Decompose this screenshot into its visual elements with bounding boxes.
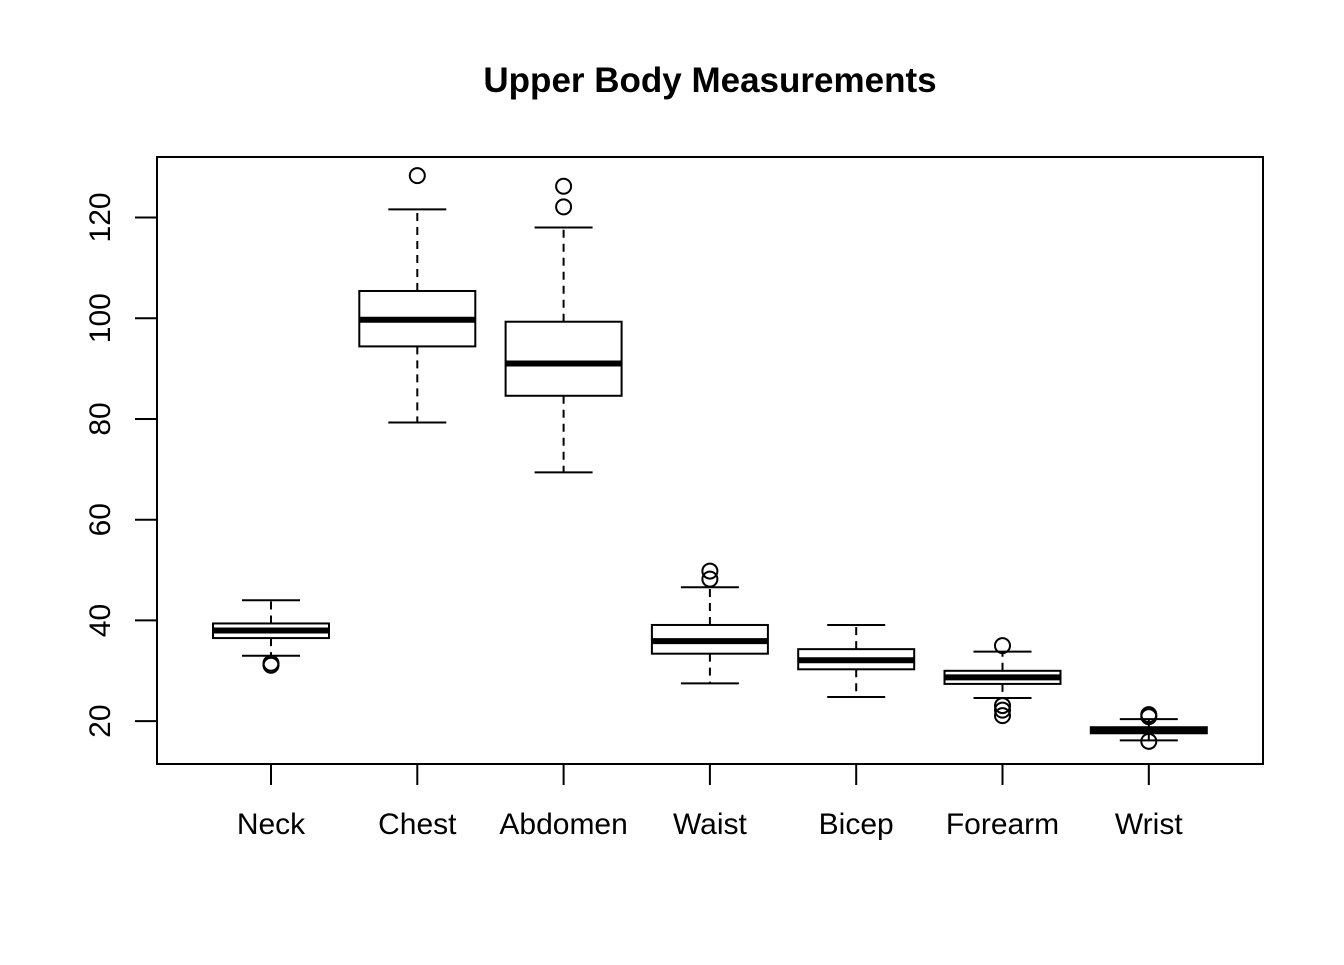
outlier-point bbox=[701, 562, 719, 580]
box-bicep bbox=[797, 623, 916, 699]
x-axis: Neck Chest Abdomen Waist Bicep Forearm Wrist bbox=[237, 764, 1183, 841]
y-tick-label: 80 bbox=[84, 402, 117, 435]
outlier-point bbox=[1140, 732, 1158, 750]
x-tick-label: Chest bbox=[378, 808, 457, 841]
outlier-point bbox=[994, 701, 1011, 719]
y-tick-label: 40 bbox=[84, 604, 117, 637]
y-tick-label: 120 bbox=[84, 192, 117, 242]
outlier-point bbox=[1140, 708, 1158, 726]
x-tick-label: Abdomen bbox=[499, 808, 627, 841]
box-series bbox=[212, 167, 1208, 750]
x-tick-label: Wrist bbox=[1115, 808, 1183, 841]
box-waist bbox=[650, 562, 769, 685]
box-forearm bbox=[943, 637, 1062, 725]
box-abdomen bbox=[504, 177, 623, 474]
outlier-point bbox=[555, 177, 573, 195]
x-tick-label: Forearm bbox=[946, 808, 1059, 841]
x-tick-label: Waist bbox=[673, 808, 748, 841]
outlier-point bbox=[994, 697, 1011, 715]
y-tick-label: 60 bbox=[84, 503, 117, 536]
iqr-box bbox=[504, 320, 623, 397]
y-tick-label: 100 bbox=[84, 293, 117, 343]
box-neck bbox=[212, 599, 330, 674]
outlier-point bbox=[994, 637, 1011, 655]
x-tick-label: Neck bbox=[237, 808, 306, 841]
outlier-point bbox=[408, 167, 426, 185]
outlier-point bbox=[701, 570, 719, 588]
box-chest bbox=[358, 167, 477, 424]
x-tick-label: Bicep bbox=[819, 808, 894, 841]
outlier-point bbox=[994, 707, 1011, 725]
y-tick-label: 20 bbox=[84, 704, 117, 737]
box-wrist bbox=[1089, 706, 1208, 750]
y-axis: 20 40 60 80 100 120 bbox=[84, 192, 158, 738]
chart-title: Upper Body Measurements bbox=[483, 61, 936, 100]
outlier-point bbox=[262, 654, 280, 672]
outlier-point bbox=[555, 198, 573, 216]
